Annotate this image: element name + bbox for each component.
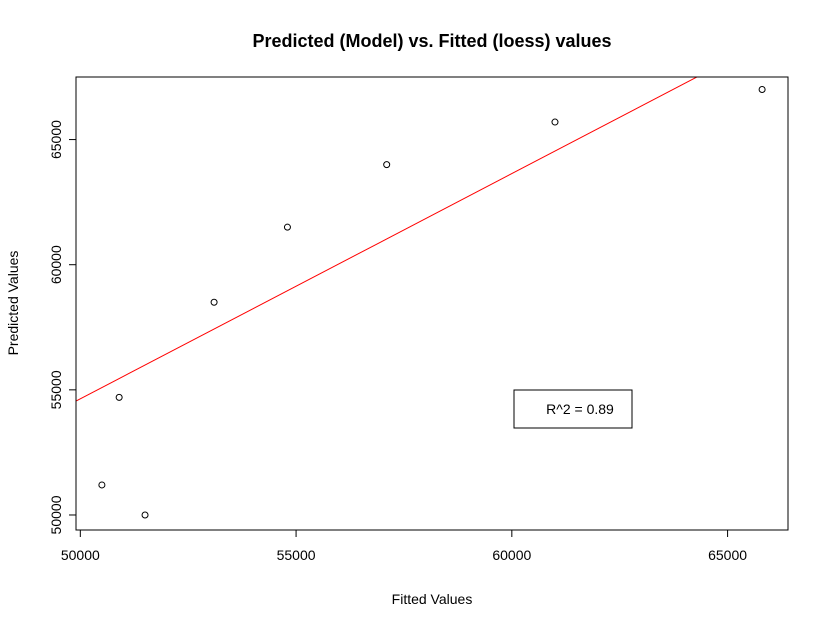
x-tick-label: 50000 xyxy=(61,547,100,563)
plot-frame xyxy=(75,76,789,531)
data-point xyxy=(383,161,391,169)
y-axis: 50000 55000 60000 65000 xyxy=(48,120,77,534)
y-tick-label: 55000 xyxy=(48,370,64,409)
data-point xyxy=(115,393,123,401)
data-point xyxy=(758,86,766,94)
data-point xyxy=(210,298,218,306)
legend-label: R^2 = 0.89 xyxy=(546,401,614,417)
fit-line xyxy=(76,77,698,402)
legend-box: R^2 = 0.89 xyxy=(513,389,633,429)
chart-title: Predicted (Model) vs. Fitted (loess) val… xyxy=(252,31,611,51)
y-tick-label: 60000 xyxy=(48,245,64,284)
x-axis: 50000 55000 60000 65000 xyxy=(61,529,747,563)
x-tick-label: 60000 xyxy=(492,547,531,563)
data-point xyxy=(141,511,149,519)
x-axis-title: Fitted Values xyxy=(392,591,473,607)
data-points xyxy=(98,86,766,519)
y-axis-title: Predicted Values xyxy=(5,251,21,356)
y-tick-label: 65000 xyxy=(48,120,64,159)
x-tick-label: 65000 xyxy=(708,547,747,563)
y-tick-label: 50000 xyxy=(48,495,64,534)
x-tick-label: 55000 xyxy=(277,547,316,563)
data-point xyxy=(551,118,559,126)
data-point xyxy=(98,481,106,489)
data-point xyxy=(283,223,291,231)
